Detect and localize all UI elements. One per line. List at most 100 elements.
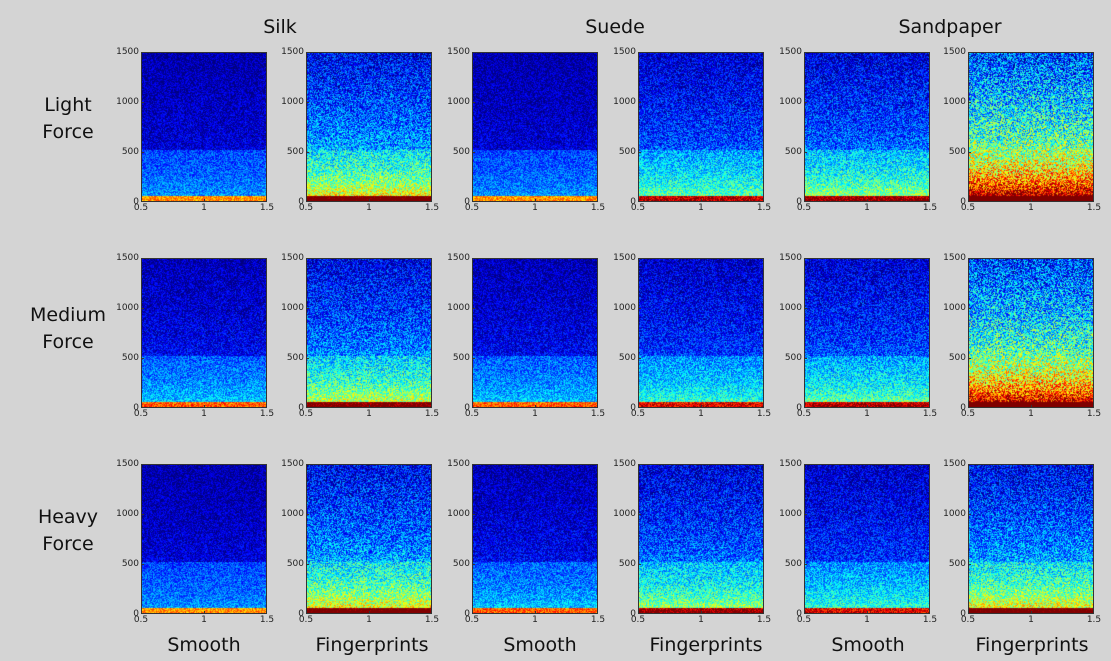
y-tick-mark: [141, 564, 144, 565]
y-tick-label: 1500: [613, 253, 636, 263]
spectrogram-plot-area: [804, 258, 930, 408]
y-tick-mark: [804, 258, 807, 259]
x-tick-mark: [929, 611, 930, 614]
y-tick-mark: [306, 52, 309, 53]
column-title-silk: Silk: [263, 16, 297, 38]
y-tick-label: 1000: [943, 509, 966, 519]
spectrogram-panel: 0 500 1000 1500 0.5 1 1.5: [116, 47, 274, 213]
y-tick-label: 1500: [447, 253, 470, 263]
x-tick-mark: [306, 405, 307, 408]
y-tick-mark: [968, 564, 971, 565]
x-tick-label: 0.5: [630, 615, 646, 625]
x-tick-label: 1.5: [590, 409, 606, 419]
y-tick-label: 500: [948, 559, 966, 569]
y-tick-mark: [141, 102, 144, 103]
y-tick-label: 0: [630, 403, 636, 413]
y-tick-mark: [141, 308, 144, 309]
y-tick-label: 1000: [779, 509, 802, 519]
x-tick-label: 1.5: [259, 409, 275, 419]
x-tick-label: 1: [1028, 203, 1034, 213]
x-tick-label: 0.5: [298, 409, 314, 419]
spectrogram-plot-area: [968, 258, 1094, 408]
y-tick-mark: [141, 514, 144, 515]
x-tick-label: 1: [366, 615, 372, 625]
y-tick-mark: [472, 464, 475, 465]
y-tick-label: 0: [960, 609, 966, 619]
spectrogram-heatmap: [805, 259, 929, 407]
x-tick-label: 1.5: [259, 615, 275, 625]
y-tick-mark: [804, 514, 807, 515]
spectrogram-panel: 0 500 1000 1500 0.5 1 1.5: [613, 459, 771, 625]
spectrogram-heatmap: [473, 259, 597, 407]
spectrogram-panel: 0 500 1000 1500 0.5 1 1.5: [779, 253, 937, 419]
x-tick-mark: [804, 405, 805, 408]
spectrogram-panel: 0 500 1000 1500 0.5 1 1.5: [613, 47, 771, 213]
spectrogram-heatmap: [805, 465, 929, 613]
x-tick-mark: [266, 405, 267, 408]
y-tick-label: 500: [784, 147, 802, 157]
row-label-light-force: Light Force: [0, 92, 136, 146]
spectrogram-panel: 0 500 1000 1500 0.5 1 1.5: [447, 253, 605, 419]
y-tick-mark: [472, 201, 475, 202]
y-tick-label: 0: [464, 609, 470, 619]
spectrogram-heatmap: [307, 259, 431, 407]
x-tick-mark: [763, 199, 764, 202]
x-tick-label: 1: [532, 203, 538, 213]
y-tick-label: 1000: [281, 509, 304, 519]
spectrogram-plot-area: [306, 52, 432, 202]
y-tick-label: 1000: [779, 303, 802, 313]
y-tick-mark: [472, 52, 475, 53]
y-tick-mark: [306, 564, 309, 565]
spectrogram-panel: 0 500 1000 1500 0.5 1 1.5: [447, 459, 605, 625]
y-tick-label: 1000: [943, 303, 966, 313]
y-tick-mark: [472, 102, 475, 103]
x-tick-mark: [968, 199, 969, 202]
y-tick-label: 1000: [281, 303, 304, 313]
y-tick-mark: [804, 201, 807, 202]
y-tick-mark: [804, 152, 807, 153]
x-tick-mark: [763, 405, 764, 408]
spectrogram-plot-area: [306, 258, 432, 408]
x-tick-label: 1.5: [1086, 409, 1102, 419]
y-tick-mark: [968, 407, 971, 408]
sub-label-smooth: Smooth: [831, 634, 905, 656]
y-tick-label: 500: [618, 353, 636, 363]
y-tick-mark: [306, 201, 309, 202]
y-tick-mark: [306, 358, 309, 359]
y-tick-label: 0: [133, 403, 139, 413]
y-tick-mark: [306, 308, 309, 309]
x-tick-label: 1.5: [1086, 615, 1102, 625]
y-tick-label: 0: [630, 609, 636, 619]
spectrogram-heatmap: [639, 465, 763, 613]
y-tick-mark: [472, 564, 475, 565]
y-tick-mark: [804, 564, 807, 565]
y-tick-mark: [968, 308, 971, 309]
y-tick-mark: [804, 613, 807, 614]
x-tick-label: 1.5: [756, 615, 772, 625]
y-tick-mark: [638, 407, 641, 408]
spectrogram-plot-area: [804, 464, 930, 614]
y-tick-mark: [804, 407, 807, 408]
x-tick-label: 0.5: [630, 409, 646, 419]
x-tick-label: 1: [366, 409, 372, 419]
y-tick-mark: [306, 258, 309, 259]
x-tick-label: 0.5: [464, 203, 480, 213]
x-tick-mark: [597, 199, 598, 202]
x-tick-label: 1: [1028, 615, 1034, 625]
y-tick-mark: [472, 407, 475, 408]
y-tick-mark: [968, 52, 971, 53]
spectrogram-plot-area: [472, 464, 598, 614]
y-tick-mark: [472, 308, 475, 309]
spectrogram-panel: 0 500 1000 1500 0.5 1 1.5: [116, 459, 274, 625]
y-tick-mark: [804, 358, 807, 359]
x-tick-label: 0.5: [960, 409, 976, 419]
x-tick-mark: [968, 405, 969, 408]
y-tick-mark: [472, 358, 475, 359]
y-tick-mark: [472, 514, 475, 515]
y-tick-label: 0: [630, 197, 636, 207]
y-tick-mark: [141, 464, 144, 465]
y-tick-mark: [638, 102, 641, 103]
x-tick-label: 0.5: [796, 203, 812, 213]
x-tick-mark: [597, 405, 598, 408]
x-tick-mark: [535, 199, 536, 202]
